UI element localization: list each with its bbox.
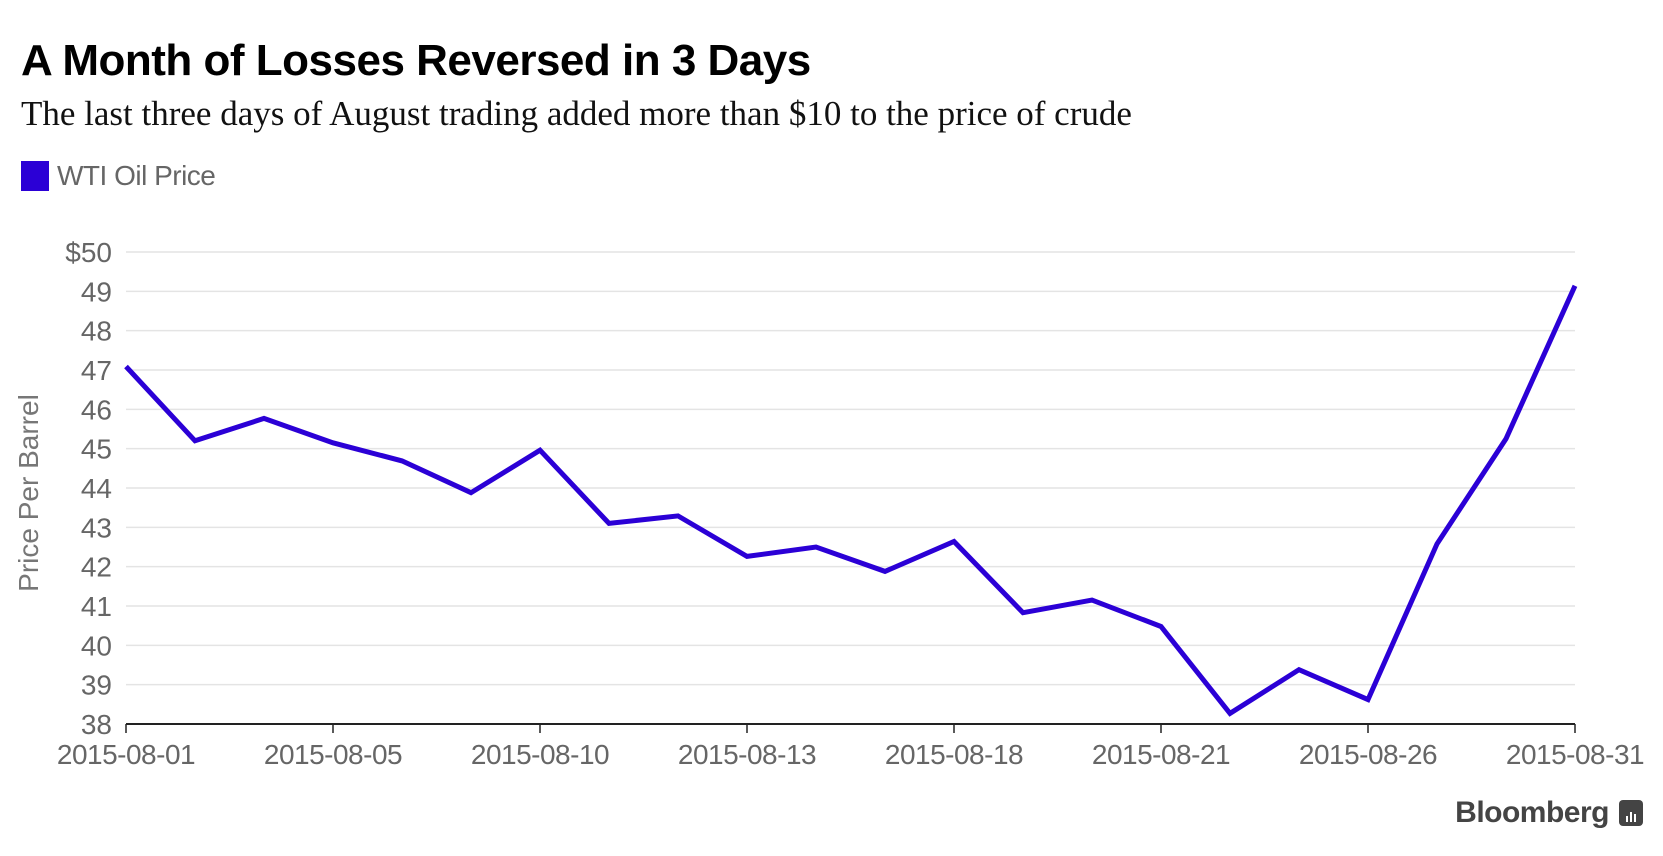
legend-label: WTI Oil Price <box>57 160 216 191</box>
y-tick-label: 42 <box>81 552 112 583</box>
y-tick-label: 40 <box>81 630 112 661</box>
y-tick-label: 45 <box>81 434 112 465</box>
chart-title: A Month of Losses Reversed in 3 Days <box>21 36 811 85</box>
x-tick-label: 2015-08-13 <box>678 739 816 770</box>
x-tick-label: 2015-08-01 <box>57 739 195 770</box>
y-tick-label: 44 <box>81 473 112 504</box>
gridlines <box>126 251 1575 686</box>
y-tick-label: 49 <box>81 276 112 307</box>
y-axis-label: Price Per Barrel <box>13 394 44 592</box>
x-tick-label: 2015-08-05 <box>264 739 402 770</box>
x-tick-label: 2015-08-21 <box>1092 739 1230 770</box>
y-tick-label: 46 <box>81 394 112 425</box>
bloomberg-logo: Bloomberg <box>1455 796 1643 830</box>
chart-subtitle: The last three days of August trading ad… <box>21 94 1132 133</box>
x-tick-label: 2015-08-10 <box>471 739 609 770</box>
x-axis: 2015-08-01 2015-08-05 2015-08-10 2015-08-13… <box>57 723 1645 770</box>
x-tick-label: 2015-08-31 <box>1506 739 1644 770</box>
series-layer <box>124 284 1578 717</box>
y-tick-label: $50 <box>65 237 112 268</box>
x-tick-label: 2015-08-26 <box>1299 739 1437 770</box>
bloomberg-chart-icon <box>1619 800 1643 826</box>
series-line-wti-oil-price <box>124 284 1578 717</box>
y-tick-label: 48 <box>81 316 112 347</box>
y-tick-label: 39 <box>81 670 112 701</box>
y-axis-ticks: 38 39 40 41 42 43 44 45 46 47 48 49 $50 <box>65 237 112 740</box>
y-tick-label: 38 <box>81 709 112 740</box>
legend: WTI Oil Price <box>21 160 216 192</box>
brand-name: Bloomberg <box>1455 796 1609 829</box>
x-tick-label: 2015-08-18 <box>885 739 1023 770</box>
legend-swatch <box>21 161 49 191</box>
y-tick-label: 43 <box>81 512 112 543</box>
y-tick-label: 41 <box>81 591 112 622</box>
y-tick-label: 47 <box>81 355 112 386</box>
